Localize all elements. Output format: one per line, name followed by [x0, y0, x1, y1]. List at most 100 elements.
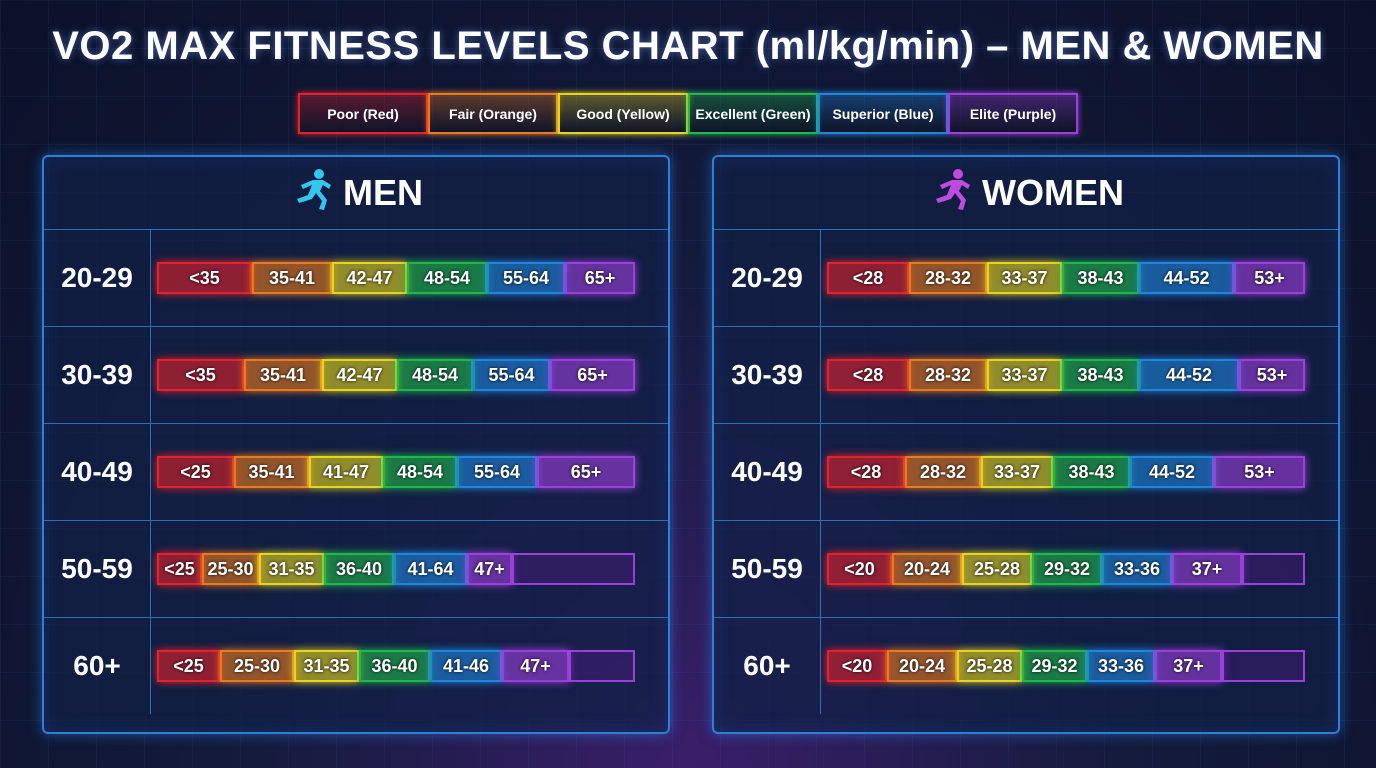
range-bar: <20 20-24 25-28 29-32 33-36 37+	[827, 650, 1305, 682]
range-segment: 65+	[550, 359, 635, 391]
range-segment: 38-43	[1062, 262, 1139, 294]
range-segment: 31-35	[259, 553, 324, 585]
age-label: 40-49	[44, 423, 151, 520]
range-bar: <25 35-41 41-47 48-54 55-64 65+	[157, 456, 635, 488]
panel: MEN 20-29 <35 35-41 42-47 48-54 55-64 65+ 30-39 <…	[42, 155, 670, 734]
age-row: 60+ <20 20-24 25-28 29-32 33-36 37+	[714, 617, 1338, 714]
age-label: 40-49	[714, 423, 821, 520]
range-segment: 47+	[502, 650, 569, 682]
range-segment: 55-64	[487, 262, 565, 294]
age-label: 60+	[44, 617, 151, 714]
runner-icon	[928, 167, 972, 220]
age-row: 30-39 <35 35-41 42-47 48-54 55-64 65+	[44, 326, 668, 424]
age-row: 40-49 <25 35-41 41-47 48-54 55-64 65+	[44, 423, 668, 521]
age-label: 50-59	[44, 520, 151, 617]
legend-item: Poor (Red)	[298, 93, 428, 134]
age-row: 50-59 <20 20-24 25-28 29-32 33-36 37+	[714, 520, 1338, 618]
bar-tail	[512, 553, 635, 585]
range-segment: <35	[157, 262, 252, 294]
legend-item: Elite (Purple)	[948, 93, 1078, 134]
range-segment: 41-47	[309, 456, 383, 488]
range-segment: 55-64	[473, 359, 550, 391]
range-segment: 38-43	[1053, 456, 1130, 488]
range-segment: 53+	[1239, 359, 1305, 391]
range-segment: 20-24	[887, 650, 957, 682]
range-segment: 25-30	[202, 553, 259, 585]
range-bar: <20 20-24 25-28 29-32 33-36 37+	[827, 553, 1305, 585]
age-label: 30-39	[714, 326, 821, 423]
range-segment: 25-28	[962, 553, 1032, 585]
age-label: 30-39	[44, 326, 151, 423]
range-segment: 38-43	[1062, 359, 1139, 391]
range-segment: 25-28	[957, 650, 1022, 682]
range-segment: 35-41	[252, 262, 332, 294]
range-segment: 44-52	[1130, 456, 1214, 488]
range-segment: 36-40	[324, 553, 394, 585]
panel-header: MEN	[44, 157, 668, 230]
age-label: 50-59	[714, 520, 821, 617]
range-segment: 31-35	[294, 650, 359, 682]
page-title: VO2 MAX FITNESS LEVELS CHART (ml/kg/min)…	[52, 24, 1324, 68]
range-segment: <28	[827, 359, 909, 391]
age-row: 20-29 <28 28-32 33-37 38-43 44-52 53+	[714, 229, 1338, 327]
range-segment: <25	[157, 456, 234, 488]
range-bar: <28 28-32 33-37 38-43 44-52 53+	[827, 456, 1305, 488]
range-bar: <35 35-41 42-47 48-54 55-64 65+	[157, 359, 635, 391]
range-segment: 48-54	[407, 262, 487, 294]
range-segment: 48-54	[383, 456, 457, 488]
range-segment: 44-52	[1139, 359, 1239, 391]
range-segment: 35-41	[244, 359, 322, 391]
range-bar: <28 28-32 33-37 38-43 44-52 53+	[827, 262, 1305, 294]
range-segment: 33-36	[1087, 650, 1155, 682]
legend-item: Fair (Orange)	[428, 93, 558, 134]
range-segment: 65+	[537, 456, 635, 488]
range-segment: 42-47	[332, 262, 407, 294]
range-segment: 36-40	[359, 650, 430, 682]
range-segment: <28	[827, 262, 909, 294]
age-row: 50-59 <25 25-30 31-35 36-40 41-64 47+	[44, 520, 668, 618]
panel-title: WOMEN	[982, 172, 1124, 213]
range-segment: 33-37	[981, 456, 1053, 488]
legend-item: Superior (Blue)	[818, 93, 948, 134]
range-segment: 55-64	[457, 456, 537, 488]
range-bar: <25 25-30 31-35 36-40 41-64 47+	[157, 553, 635, 585]
panel-title: MEN	[343, 172, 423, 213]
age-row: 60+ <25 25-30 31-35 36-40 41-46 47+	[44, 617, 668, 714]
range-segment: 20-24	[892, 553, 962, 585]
bar-tail	[569, 650, 635, 682]
age-row: 40-49 <28 28-32 33-37 38-43 44-52 53+	[714, 423, 1338, 521]
bar-tail	[1242, 553, 1305, 585]
range-segment: 48-54	[397, 359, 473, 391]
range-segment: 33-37	[987, 359, 1062, 391]
range-segment: <20	[827, 650, 887, 682]
range-segment: 33-37	[987, 262, 1062, 294]
range-segment: <28	[827, 456, 905, 488]
age-row: 20-29 <35 35-41 42-47 48-54 55-64 65+	[44, 229, 668, 327]
range-segment: 37+	[1172, 553, 1242, 585]
bar-tail	[1222, 650, 1305, 682]
age-label: 20-29	[44, 229, 151, 326]
range-segment: 29-32	[1032, 553, 1102, 585]
panel: WOMEN 20-29 <28 28-32 33-37 38-43 44-52 53+ 30-3…	[712, 155, 1340, 734]
range-segment: 28-32	[909, 359, 987, 391]
legend-item: Excellent (Green)	[688, 93, 818, 134]
range-segment: 41-64	[394, 553, 467, 585]
legend-item: Good (Yellow)	[558, 93, 688, 134]
range-bar: <28 28-32 33-37 38-43 44-52 53+	[827, 359, 1305, 391]
age-row: 30-39 <28 28-32 33-37 38-43 44-52 53+	[714, 326, 1338, 424]
range-segment: 42-47	[322, 359, 397, 391]
range-segment: 44-52	[1139, 262, 1234, 294]
range-segment: 37+	[1155, 650, 1222, 682]
range-segment: 28-32	[909, 262, 987, 294]
range-bar: <35 35-41 42-47 48-54 55-64 65+	[157, 262, 635, 294]
age-label: 20-29	[714, 229, 821, 326]
range-segment: 29-32	[1022, 650, 1087, 682]
range-segment: <25	[157, 553, 202, 585]
age-label: 60+	[714, 617, 821, 714]
range-segment: 53+	[1234, 262, 1305, 294]
range-segment: 33-36	[1102, 553, 1172, 585]
range-segment: 35-41	[234, 456, 309, 488]
range-segment: <25	[157, 650, 220, 682]
panel-header: WOMEN	[714, 157, 1338, 230]
